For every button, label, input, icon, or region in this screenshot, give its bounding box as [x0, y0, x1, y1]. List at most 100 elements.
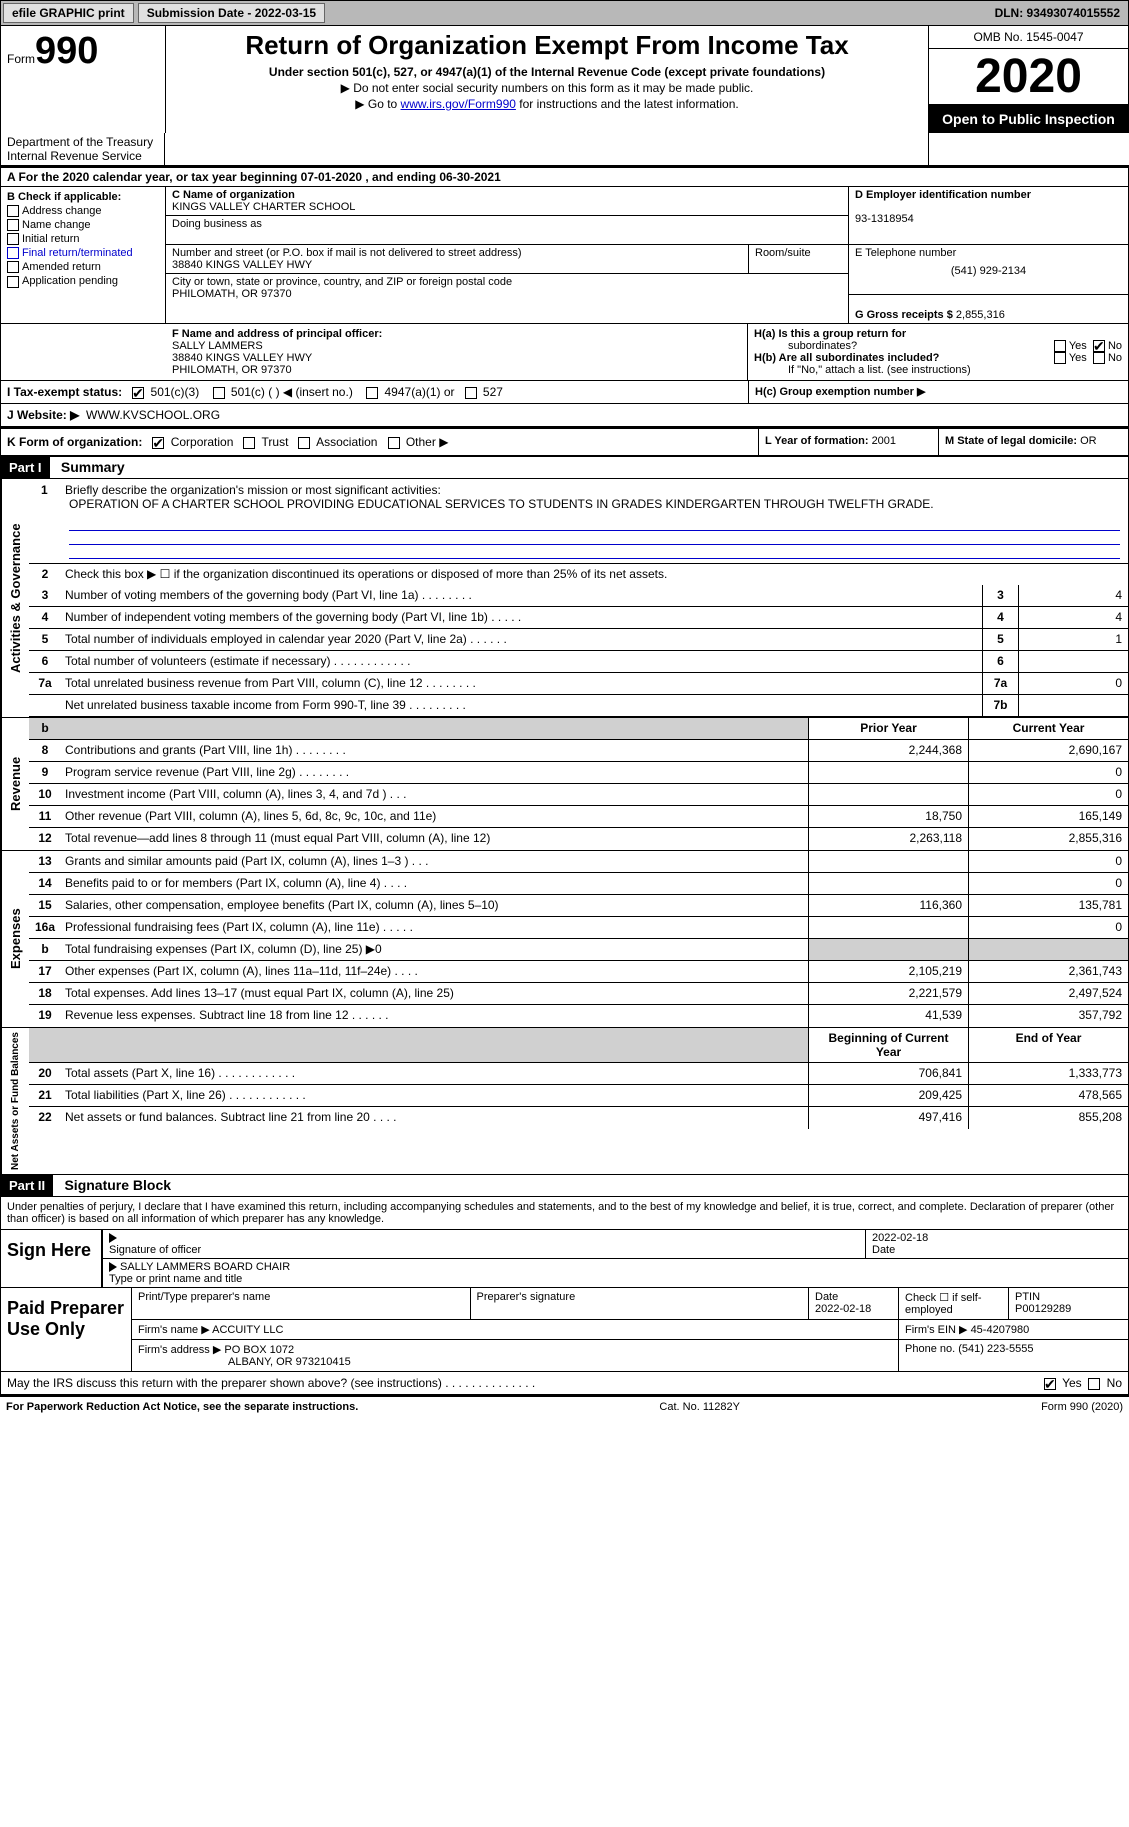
org-name: KINGS VALLEY CHARTER SCHOOL [172, 201, 355, 213]
revenue-section: Revenue b Prior Year Current Year 8 Cont… [0, 717, 1129, 850]
form-prefix: Form [7, 52, 35, 66]
table-row: 5 Total number of individuals employed i… [29, 629, 1128, 651]
table-row: 14 Benefits paid to or for members (Part… [29, 873, 1128, 895]
other-checkbox[interactable] [388, 437, 400, 449]
501c3-checkbox[interactable] [132, 387, 144, 399]
table-row: 20 Total assets (Part X, line 16) . . . … [29, 1063, 1128, 1085]
dept-treasury: Department of the Treasury Internal Reve… [0, 133, 165, 165]
table-row: 15 Salaries, other compensation, employe… [29, 895, 1128, 917]
part-1-header-row: Part I Summary [0, 457, 1129, 479]
table-row: 22 Net assets or fund balances. Subtract… [29, 1107, 1128, 1129]
table-row: 11 Other revenue (Part VIII, column (A),… [29, 806, 1128, 828]
sign-here-label: Sign Here [1, 1230, 101, 1287]
firm-name-cell: Firm's name ▶ ACCUITY LLC [131, 1320, 898, 1339]
check-application-pending[interactable]: Application pending [7, 275, 159, 287]
discuss-no-checkbox[interactable] [1088, 1378, 1100, 1390]
h-note: If "No," attach a list. (see instruction… [754, 364, 1122, 376]
table-row: 19 Revenue less expenses. Subtract line … [29, 1005, 1128, 1027]
paid-preparer-label: Paid Preparer Use Only [1, 1288, 131, 1371]
firm-ein-cell: Firm's EIN ▶ 45-4207980 [898, 1320, 1128, 1339]
check-initial-return[interactable]: Initial return [7, 233, 159, 245]
part-2-header-row: Part II Signature Block [0, 1175, 1129, 1197]
row-k-l-m: K Form of organization: Corporation Trus… [0, 427, 1129, 457]
527-checkbox[interactable] [465, 387, 477, 399]
part-1-badge: Part I [1, 457, 50, 478]
officer-name-title-cell: SALLY LAMMERS BOARD CHAIR Type or print … [103, 1259, 1128, 1287]
row-i-tax-status: I Tax-exempt status: 501(c)(3) 501(c) ( … [0, 381, 1129, 404]
signature-block: Sign Here Signature of officer 2022-02-1… [0, 1229, 1129, 1372]
trust-checkbox[interactable] [243, 437, 255, 449]
table-row: 8 Contributions and grants (Part VIII, l… [29, 740, 1128, 762]
penalties-text: Under penalties of perjury, I declare th… [0, 1197, 1129, 1229]
form-subtitle: Under section 501(c), 527, or 4947(a)(1)… [170, 65, 924, 79]
form-number: 990 [35, 30, 98, 72]
goto-suffix: for instructions and the latest informat… [516, 97, 739, 111]
dba-cell: Doing business as [166, 216, 848, 245]
h-questions-box: H(a) Is this a group return for subordin… [748, 324, 1128, 380]
hb-yes-checkbox[interactable] [1054, 352, 1066, 364]
year-formation: L Year of formation: 2001 [758, 429, 938, 455]
dln-label: DLN: 93493074015552 [987, 4, 1128, 22]
address-cell: Number and street (or P.O. box if mail i… [166, 245, 748, 274]
expenses-section: Expenses 13 Grants and similar amounts p… [0, 850, 1129, 1027]
org-name-cell: C Name of organization KINGS VALLEY CHAR… [166, 187, 848, 216]
table-row: 10 Investment income (Part VIII, column … [29, 784, 1128, 806]
footer-mid: Cat. No. 11282Y [659, 1401, 740, 1413]
form-note-1: ▶ Do not enter social security numbers o… [170, 81, 924, 95]
org-address: 38840 KINGS VALLEY HWY [172, 259, 312, 271]
table-row: 7a Total unrelated business revenue from… [29, 673, 1128, 695]
corp-checkbox[interactable] [152, 437, 164, 449]
b-label: B Check if applicable: [7, 191, 159, 203]
prior-year-header: Prior Year [808, 718, 968, 739]
501c-checkbox[interactable] [213, 387, 225, 399]
check-name-change[interactable]: Name change [7, 219, 159, 231]
officer-addr1: 38840 KINGS VALLEY HWY [172, 352, 312, 364]
phone-value: (541) 929-2134 [855, 265, 1122, 277]
check-amended[interactable]: Amended return [7, 261, 159, 273]
footer-right: Form 990 (2020) [1041, 1401, 1123, 1413]
form-title: Return of Organization Exempt From Incom… [170, 30, 924, 61]
section-b-through-g: B Check if applicable: Address change Na… [0, 187, 1129, 324]
section-f-h: F Name and address of principal officer:… [0, 324, 1129, 381]
column-c-org-info: C Name of organization KINGS VALLEY CHAR… [166, 187, 1128, 323]
mission-text: OPERATION OF A CHARTER SCHOOL PROVIDING … [69, 497, 1120, 511]
ein-value: 93-1318954 [855, 213, 914, 225]
principal-officer-box: F Name and address of principal officer:… [166, 324, 748, 380]
state-domicile: M State of legal domicile: OR [938, 429, 1128, 455]
table-row: Net unrelated business taxable income fr… [29, 695, 1128, 717]
4947-checkbox[interactable] [366, 387, 378, 399]
officer-signature-cell: Signature of officer [103, 1230, 865, 1259]
mission-block: 1Briefly describe the organization's mis… [29, 479, 1128, 563]
efile-print-button[interactable]: efile GRAPHIC print [3, 3, 134, 23]
side-label-revenue: Revenue [1, 718, 29, 850]
preparer-name-cell: Print/Type preparer's name [131, 1288, 470, 1319]
gross-receipts-value: 2,855,316 [956, 309, 1005, 321]
ha-no-checkbox[interactable] [1093, 340, 1105, 352]
part-2-title: Signature Block [56, 1175, 179, 1195]
goto-prefix: ▶ Go to [355, 97, 400, 111]
discuss-yes-checkbox[interactable] [1044, 1378, 1056, 1390]
beginning-year-header: Beginning of Current Year [808, 1028, 968, 1062]
form-number-box: Form990 [1, 26, 166, 133]
signature-date-cell: 2022-02-18 Date [865, 1230, 1128, 1259]
side-label-expenses: Expenses [1, 851, 29, 1027]
table-row: 18 Total expenses. Add lines 13–17 (must… [29, 983, 1128, 1005]
table-row: 4 Number of independent voting members o… [29, 607, 1128, 629]
irs-link[interactable]: www.irs.gov/Form990 [401, 97, 516, 111]
part-1-title: Summary [53, 457, 133, 477]
check-final-return[interactable]: Final return/terminated [7, 247, 159, 259]
tax-year: 2020 [929, 49, 1128, 105]
table-row: 12 Total revenue—add lines 8 through 11 … [29, 828, 1128, 850]
ha-yes-checkbox[interactable] [1054, 340, 1066, 352]
form-title-box: Return of Organization Exempt From Incom… [166, 26, 928, 133]
part-2-badge: Part II [1, 1175, 53, 1196]
gross-receipts-cell: G Gross receipts $ 2,855,316 [849, 295, 1128, 323]
table-row: 21 Total liabilities (Part X, line 26) .… [29, 1085, 1128, 1107]
end-year-header: End of Year [968, 1028, 1128, 1062]
check-address-change[interactable]: Address change [7, 205, 159, 217]
assoc-checkbox[interactable] [298, 437, 310, 449]
preparer-signature-cell: Preparer's signature [470, 1288, 809, 1319]
column-b-checkboxes: B Check if applicable: Address change Na… [1, 187, 166, 323]
irs-discuss-row: May the IRS discuss this return with the… [0, 1372, 1129, 1395]
hb-no-checkbox[interactable] [1093, 352, 1105, 364]
